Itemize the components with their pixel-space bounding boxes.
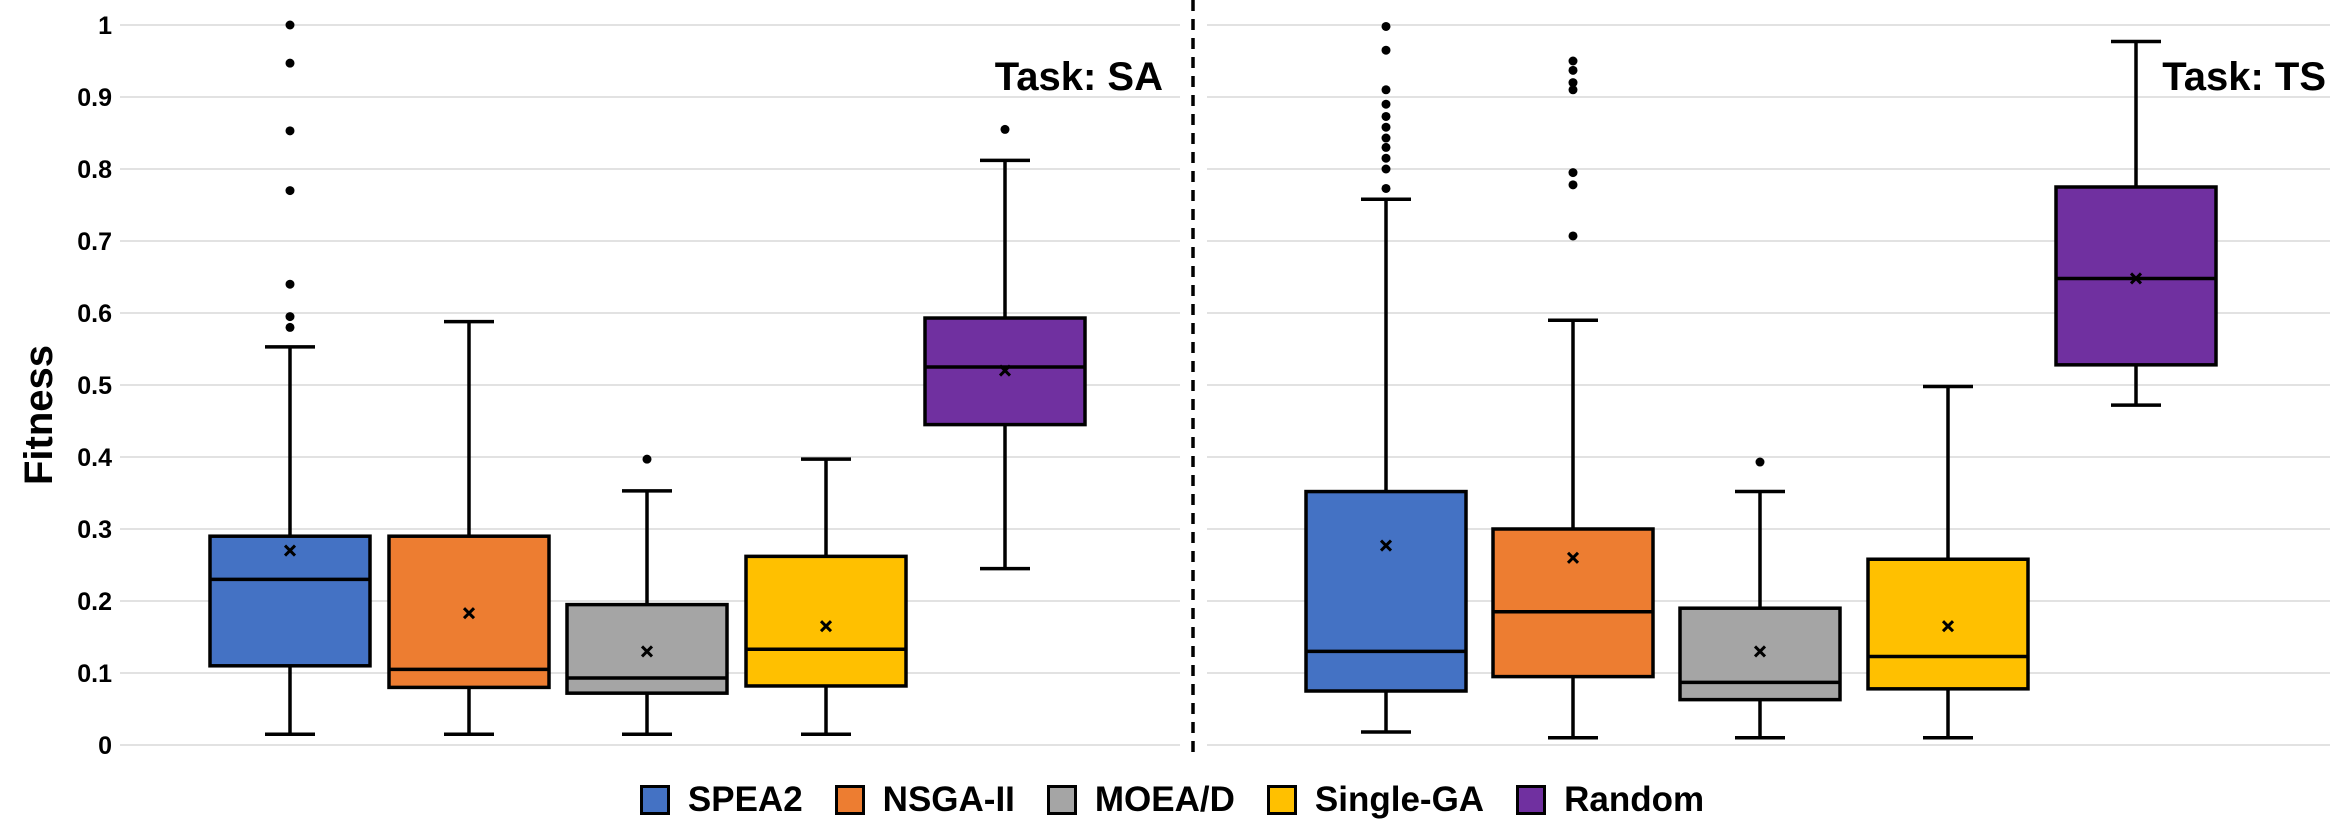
panel-title-sa: Task: SA <box>995 55 1163 99</box>
ts-spea2-outlier <box>1381 164 1391 174</box>
legend-item-spea2: SPEA2 <box>639 780 803 820</box>
ts-spea2-outlier <box>1381 133 1391 143</box>
box-plot-chart: 0 0.1 0.2 0.3 0.4 0.5 0.6 0.7 0.8 0.9 1 Fitness Ta… <box>17 0 2330 760</box>
ts-spea2-outlier <box>1381 45 1391 55</box>
legend-label-single-ga: Single-GA <box>1314 780 1485 819</box>
y-tick-label: 0.4 <box>77 444 112 472</box>
y-tick-label: 0.9 <box>77 84 112 112</box>
sa-single-ga-box <box>744 554 908 688</box>
sa-spea2-outlier <box>285 312 295 322</box>
ts-random-box <box>2054 185 2218 367</box>
legend-item-random: Random <box>1516 780 1704 820</box>
sa-nsga-ii-mean-marker <box>462 607 476 620</box>
legend-label-moea-d: MOEA/D <box>1094 780 1235 819</box>
ts-spea2-box-group <box>1304 21 1468 734</box>
sa-moea-d-box <box>565 602 729 695</box>
ts-spea2-outlier <box>1381 85 1391 95</box>
legend-label-random: Random <box>1564 780 1705 819</box>
sa-spea2-outlier <box>285 322 295 332</box>
ts-spea2-outlier <box>1381 142 1391 152</box>
sa-random-box-group <box>923 124 1087 571</box>
sa-moea-d-mean-marker <box>640 645 654 658</box>
ts-moea-d-box-group <box>1678 457 1842 740</box>
sa-random-mean-marker <box>998 364 1012 377</box>
legend-swatch-nsga-ii <box>834 785 865 815</box>
ts-nsga-ii-outlier <box>1568 85 1578 95</box>
y-tick-label: 0 <box>98 732 112 760</box>
ts-nsga-ii-mean-marker <box>1566 551 1580 564</box>
y-tick-label: 1 <box>98 12 112 40</box>
ts-nsga-ii-box <box>1491 527 1655 679</box>
y-tick-label: 0.5 <box>77 372 112 400</box>
ts-moea-d-outlier <box>1755 457 1765 467</box>
y-axis-label: Fitness <box>17 345 61 485</box>
y-tick-label: 0.6 <box>77 300 112 328</box>
legend: SPEA2 NSGA-II MOEA/D Single-GA Random <box>0 770 2344 830</box>
ts-moea-d-mean-marker <box>1753 645 1767 658</box>
ts-spea2-outlier <box>1381 21 1391 31</box>
ts-random-mean-marker <box>2129 272 2143 285</box>
ts-single-ga-box <box>1866 557 2030 691</box>
y-tick-label: 0.3 <box>77 516 112 544</box>
legend-swatch-single-ga <box>1266 785 1297 815</box>
ts-random-box-group <box>2054 39 2218 407</box>
ts-moea-d-box <box>1678 606 1842 702</box>
ts-spea2-box <box>1304 489 1468 693</box>
sa-nsga-ii-box-group <box>387 319 551 736</box>
legend-label-nsga-ii: NSGA-II <box>882 780 1015 819</box>
sa-spea2-outlier <box>285 20 295 30</box>
legend-swatch-spea2 <box>639 785 670 815</box>
boxes <box>208 20 2218 740</box>
ts-nsga-ii-box-group <box>1491 56 1655 740</box>
sa-spea2-mean-marker <box>283 544 297 557</box>
sa-spea2-outlier <box>285 58 295 68</box>
ts-nsga-ii-outlier <box>1568 78 1578 88</box>
ts-single-ga-box-group <box>1866 384 2030 740</box>
ts-spea2-outlier <box>1381 111 1391 121</box>
legend-item-nsga-ii: NSGA-II <box>834 780 1015 820</box>
ts-spea2-outlier <box>1381 122 1391 132</box>
y-axis-ticks: 0 0.1 0.2 0.3 0.4 0.5 0.6 0.7 0.8 0.9 1 <box>77 12 112 760</box>
ts-nsga-ii-outlier <box>1568 56 1578 66</box>
legend-swatch-random <box>1516 785 1547 815</box>
legend-swatch-moea-d <box>1046 785 1077 815</box>
sa-single-ga-box-group <box>744 457 908 736</box>
y-tick-label: 0.8 <box>77 156 112 184</box>
ts-nsga-ii-outlier <box>1568 231 1578 241</box>
sa-spea2-outlier <box>285 126 295 136</box>
y-tick-label: 0.1 <box>77 660 112 688</box>
sa-spea2-box-group <box>208 20 372 736</box>
ts-nsga-ii-outlier <box>1568 168 1578 178</box>
sa-moea-d-box-group <box>565 454 729 736</box>
sa-single-ga-mean-marker <box>819 620 833 633</box>
y-tick-label: 0.2 <box>77 588 112 616</box>
ts-spea2-outlier <box>1381 183 1391 193</box>
legend-item-single-ga: Single-GA <box>1266 780 1485 820</box>
ts-spea2-outlier <box>1381 153 1391 163</box>
panel-title-ts: Task: TS <box>2162 55 2326 99</box>
sa-moea-d-outlier <box>642 454 652 464</box>
ts-nsga-ii-outlier <box>1568 180 1578 190</box>
sa-spea2-box <box>208 534 372 668</box>
ts-spea2-outlier <box>1381 99 1391 109</box>
ts-nsga-ii-outlier <box>1568 65 1578 75</box>
legend-label-spea2: SPEA2 <box>687 780 803 819</box>
legend-item-moea-d: MOEA/D <box>1046 780 1235 820</box>
sa-spea2-outlier <box>285 186 295 196</box>
ts-single-ga-mean-marker <box>1941 620 1955 633</box>
sa-random-outlier <box>1000 124 1010 134</box>
sa-spea2-outlier <box>285 279 295 289</box>
ts-spea2-mean-marker <box>1379 539 1393 552</box>
y-tick-label: 0.7 <box>77 228 112 256</box>
